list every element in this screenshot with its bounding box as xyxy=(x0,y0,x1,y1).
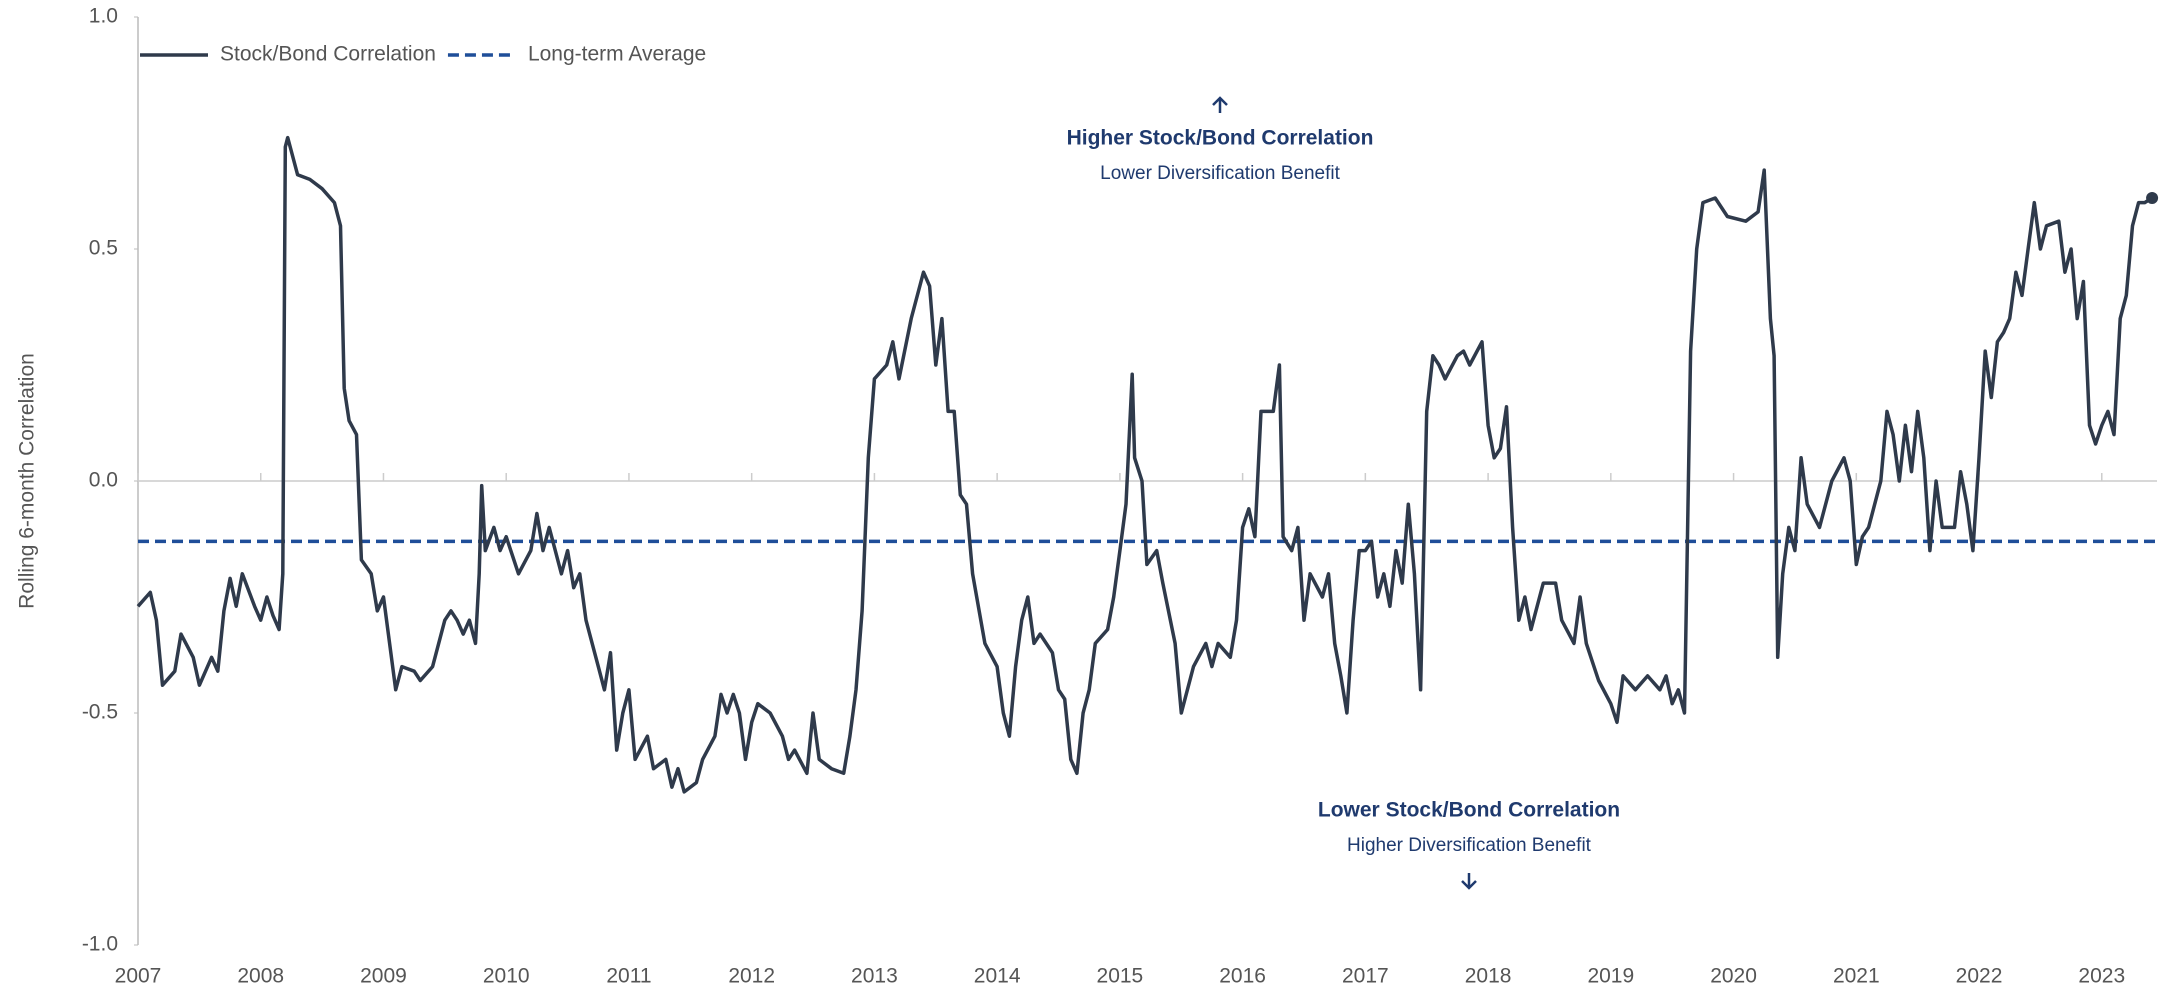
series-line xyxy=(136,135,2154,794)
x-tick-label: 2021 xyxy=(1833,965,1880,988)
end-point xyxy=(2146,191,2159,204)
x-tick-label: 2012 xyxy=(728,965,775,988)
x-tick-label: 2009 xyxy=(360,965,407,988)
legend-label: Stock/Bond Correlation xyxy=(220,43,436,66)
x-tick-label: 2017 xyxy=(1342,965,1389,988)
x-tick-label: 2007 xyxy=(115,965,162,988)
annotation-text: Lower Diversification Benefit xyxy=(1100,163,1340,184)
x-tick-label: 2013 xyxy=(851,965,898,988)
annotation-text: Higher Diversification Benefit xyxy=(1347,835,1592,856)
y-tick-label: -1.0 xyxy=(82,933,118,956)
down-arrow xyxy=(1461,873,1477,890)
x-tick-label: 2011 xyxy=(606,965,651,988)
annotation-title: Lower Stock/Bond Correlation xyxy=(1318,799,1620,822)
legend-label: Long-term Average xyxy=(528,43,706,66)
x-tick-label: 2008 xyxy=(237,965,284,988)
up-arrow xyxy=(1212,96,1228,113)
x-tick-label: 2023 xyxy=(2078,965,2125,988)
x-tick-label: 2019 xyxy=(1587,965,1634,988)
x-tick-label: 2018 xyxy=(1465,965,1512,988)
x-tick-label: 2016 xyxy=(1219,965,1266,988)
x-tick-label: 2010 xyxy=(483,965,530,988)
y-axis-label: Rolling 6-month Correlation xyxy=(16,353,39,609)
y-tick-label: -0.5 xyxy=(82,701,118,724)
y-tick-label: 0.0 xyxy=(89,469,118,492)
x-tick-label: 2014 xyxy=(974,965,1021,988)
x-tick-label: 2020 xyxy=(1710,965,1757,988)
annotation-title: Higher Stock/Bond Correlation xyxy=(1067,127,1374,150)
y-tick-label: 1.0 xyxy=(89,5,118,28)
x-tick-label: 2022 xyxy=(1956,965,2003,988)
x-tick-label: 2015 xyxy=(1097,965,1144,988)
y-tick-label: 0.5 xyxy=(89,237,118,260)
